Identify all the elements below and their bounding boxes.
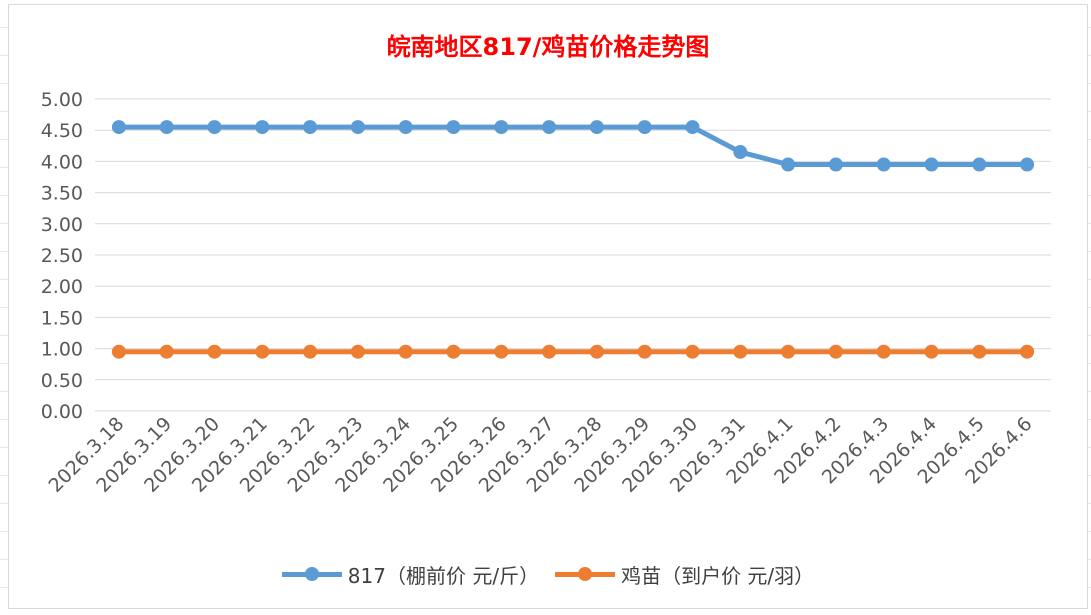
data-point (207, 344, 222, 359)
data-point (924, 344, 939, 359)
legend-entry-chick[interactable]: 鸡苗（到户价 元/羽） (555, 560, 814, 589)
legend-entry-817[interactable]: 817（棚前价 元/斤） (281, 560, 540, 589)
data-point (828, 157, 843, 172)
data-point (972, 157, 987, 172)
data-point (255, 344, 270, 359)
line-chart: 0.00 0.50 1.00 1.50 2.00 2.50 3.00 3.50 4.00 4.50… (41, 89, 1051, 497)
data-point (924, 157, 939, 172)
y-tick-label: 4.50 (41, 120, 83, 142)
y-tick-label: 1.00 (41, 339, 83, 361)
data-point (685, 344, 700, 359)
legend-label-817: 817（棚前价 元/斤） (347, 563, 540, 588)
data-point (350, 344, 365, 359)
data-point (781, 157, 796, 172)
data-point (159, 344, 174, 359)
data-point (1020, 344, 1035, 359)
y-tick-label: 2.00 (41, 276, 83, 298)
y-tick-label: 1.50 (41, 307, 83, 329)
data-point (303, 120, 318, 135)
y-tick-label: 2.50 (41, 245, 83, 267)
data-point (446, 120, 461, 135)
data-point (542, 344, 557, 359)
chart-title: 皖南地区817/鸡苗价格走势图 (386, 33, 710, 61)
data-point (733, 145, 748, 160)
data-point (542, 120, 557, 135)
data-point (589, 120, 604, 135)
y-tick-label: 0.00 (41, 401, 83, 423)
data-point (159, 120, 174, 135)
data-point (589, 344, 604, 359)
chart-area[interactable]: 皖南地区817/鸡苗价格走势图 0.00 0.50 1.00 1.50 2.00 2.50… (8, 4, 1088, 609)
data-point (876, 344, 891, 359)
y-tick-label: 5.00 (41, 89, 83, 111)
y-tick-label: 0.50 (41, 370, 83, 392)
legend-swatch-817 (281, 567, 342, 581)
legend: 817（棚前价 元/斤） 鸡苗（到户价 元/羽） (9, 560, 1087, 588)
data-point (685, 120, 700, 135)
series-line-0 (116, 124, 1030, 168)
data-point (781, 344, 796, 359)
data-point (828, 344, 843, 359)
data-point (255, 120, 270, 135)
legend-swatch-chick (555, 567, 616, 581)
data-point (350, 120, 365, 135)
y-tick-label: 3.00 (41, 214, 83, 236)
y-tick-label: 3.50 (41, 183, 83, 205)
data-point (494, 120, 509, 135)
y-tick-label: 4.00 (41, 151, 83, 173)
data-point (303, 344, 318, 359)
data-point (398, 120, 413, 135)
data-point (494, 344, 509, 359)
data-point (446, 344, 461, 359)
data-point (1020, 157, 1035, 172)
data-point (398, 344, 413, 359)
data-point (207, 120, 222, 135)
data-point (111, 120, 126, 135)
data-point (637, 120, 652, 135)
data-point (111, 344, 126, 359)
data-point (637, 344, 652, 359)
data-point (733, 344, 748, 359)
data-point (972, 344, 987, 359)
legend-label-chick: 鸡苗（到户价 元/羽） (621, 563, 815, 588)
data-point (876, 157, 891, 172)
